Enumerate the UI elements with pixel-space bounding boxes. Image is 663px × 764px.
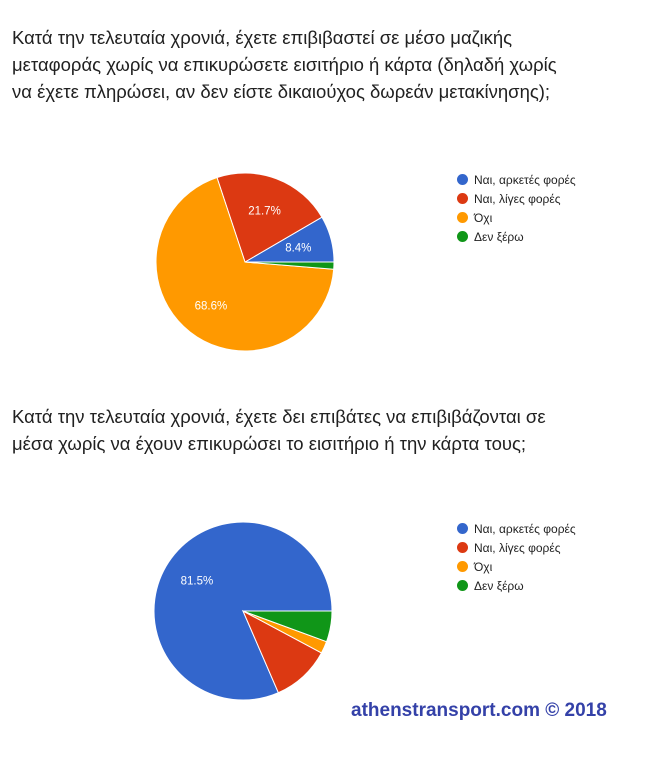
legend-label: Ναι, λίγες φορές [474, 191, 561, 206]
chart-2-question: Κατά την τελευταία χρονιά, έχετε δει επι… [12, 403, 546, 457]
chart-1-slice-ochi [155, 176, 335, 352]
chart-1-question-line: να έχετε πληρώσει, αν δεν είστε δικαιούχ… [12, 81, 551, 102]
chart-2-legend: Ναι, αρκετές φορές Ναι, λίγες φορές Όχι Δεν… [457, 519, 576, 595]
chart-1-pie: 8.4% 21.7% 68.6% [155, 172, 335, 352]
legend-label: Ναι, αρκετές φορές [474, 172, 576, 187]
chart-1-data-label-liges: 21.7% [248, 205, 281, 217]
chart-2-legend-item-liges: Ναι, λίγες φορές [457, 538, 576, 557]
chart-1-legend-item-arketes: Ναι, αρκετές φορές [457, 170, 576, 189]
legend-dot-icon [457, 212, 468, 223]
legend-dot-icon [457, 174, 468, 185]
legend-label: Δεν ξέρω [474, 578, 524, 593]
chart-2-pie: 81.5% [153, 521, 333, 701]
chart-1-legend-item-den-xero: Δεν ξέρω [457, 227, 576, 246]
chart-2-legend-item-arketes: Ναι, αρκετές φορές [457, 519, 576, 538]
legend-dot-icon [457, 193, 468, 204]
legend-label: Όχι [474, 559, 493, 574]
chart-1-legend-item-liges: Ναι, λίγες φορές [457, 189, 576, 208]
legend-label: Δεν ξέρω [474, 229, 524, 244]
chart-1-question-line: μεταφοράς χωρίς να επικυρώσετε εισιτήριο… [12, 54, 557, 75]
chart-1-data-label-ochi: 68.6% [195, 300, 228, 312]
legend-dot-icon [457, 580, 468, 591]
copyright-credit: athenstransport.com © 2018 [351, 700, 607, 721]
chart-2-question-line: Κατά την τελευταία χρονιά, έχετε δει επι… [12, 406, 546, 427]
legend-dot-icon [457, 542, 468, 553]
chart-2-legend-item-den-xero: Δεν ξέρω [457, 576, 576, 595]
legend-dot-icon [457, 523, 468, 534]
chart-1-legend: Ναι, αρκετές φορές Ναι, λίγες φορές Όχι Δεν… [457, 170, 576, 246]
legend-label: Όχι [474, 210, 493, 225]
chart-2-legend-item-ochi: Όχι [457, 557, 576, 576]
legend-label: Ναι, λίγες φορές [474, 540, 561, 555]
legend-dot-icon [457, 231, 468, 242]
chart-1-data-label-arketes: 8.4% [285, 243, 311, 255]
chart-1-slice-den-xero [244, 261, 335, 270]
chart-2-question-line: μέσα χωρίς να έχουν επικυρώσει το εισιτή… [12, 433, 527, 454]
legend-dot-icon [457, 561, 468, 572]
chart-1-question-line: Κατά την τελευταία χρονιά, έχετε επιβιβα… [12, 27, 513, 48]
chart-2-data-label-arketes: 81.5% [181, 576, 214, 588]
legend-label: Ναι, αρκετές φορές [474, 521, 576, 536]
chart-1-question: Κατά την τελευταία χρονιά, έχετε επιβιβα… [12, 24, 557, 105]
chart-2-slice-den-xero [242, 610, 333, 643]
chart-1-legend-item-ochi: Όχι [457, 208, 576, 227]
chart-1-slice-liges [216, 172, 323, 263]
